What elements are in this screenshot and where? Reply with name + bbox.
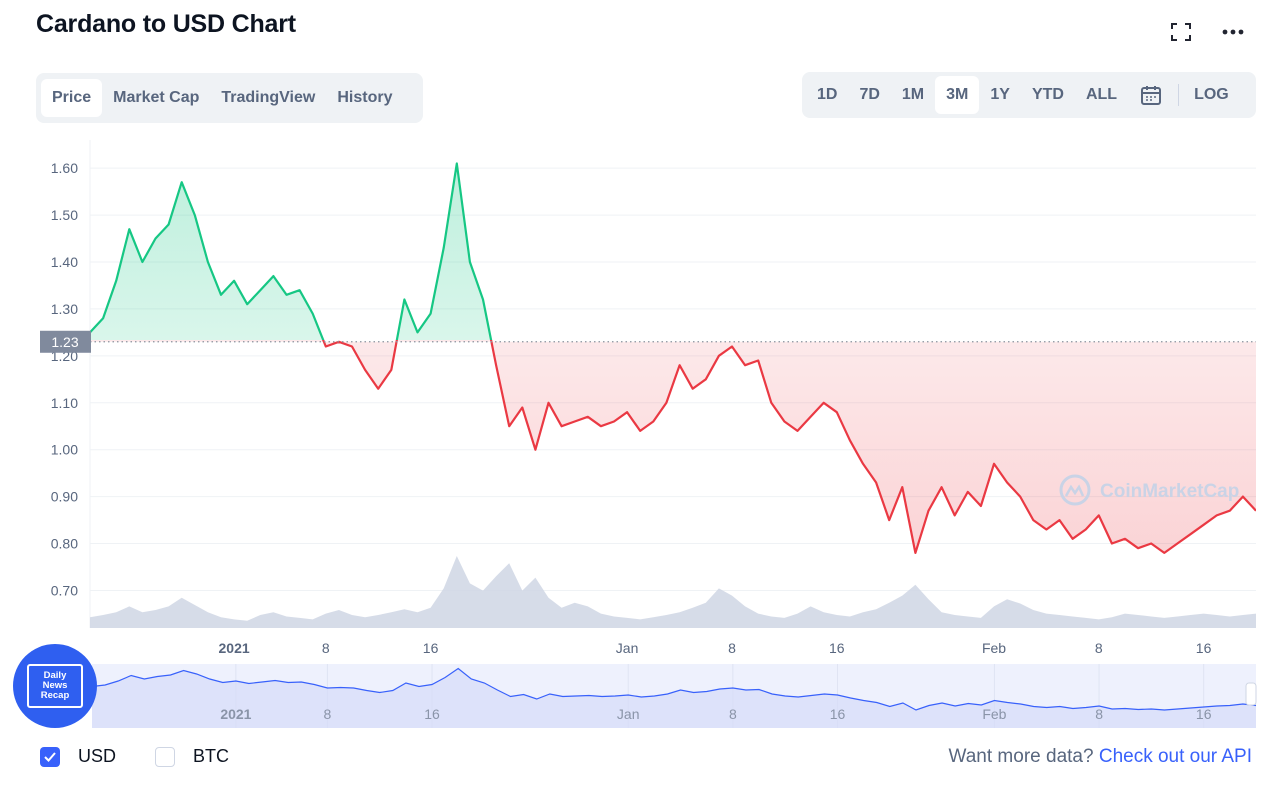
navigator-label: 8: [324, 706, 332, 722]
tab-tradingview[interactable]: TradingView: [221, 89, 316, 106]
y-tick-label: 1.30: [51, 301, 78, 317]
range-1d[interactable]: 1D: [817, 86, 838, 103]
tab-price[interactable]: Price: [41, 79, 103, 117]
chart-type-tabs: Price Market Cap TradingView History: [36, 73, 423, 123]
range-all[interactable]: ALL: [1085, 86, 1118, 103]
navigator[interactable]: 2021 8 16 Jan 8 16 Feb 8 16: [91, 664, 1257, 728]
price-series: [90, 162, 1256, 554]
navigator-label: Feb: [982, 706, 1006, 722]
navigator-label: 2021: [220, 706, 251, 722]
range-1y[interactable]: 1Y: [990, 86, 1010, 103]
x-tick-label: 8: [728, 640, 736, 656]
check-icon: [44, 751, 56, 762]
price-line-up: [90, 162, 493, 340]
btc-label: BTC: [193, 746, 229, 766]
x-axis: 2021 8 16 Jan 8 16 Feb 8 16: [219, 640, 1212, 656]
reference-label: 1.23: [51, 334, 78, 350]
navigator-label: 8: [1095, 706, 1103, 722]
navigator-label: 8: [729, 706, 737, 722]
navigator-label: 16: [1196, 706, 1212, 722]
x-tick-label: 16: [423, 640, 439, 656]
y-tick-label: 1.10: [51, 395, 78, 411]
x-tick-label: 8: [1095, 640, 1103, 656]
range-divider: [1178, 84, 1180, 106]
usd-label: USD: [78, 746, 117, 766]
watermark-text: CoinMarketCap: [1100, 481, 1239, 502]
calendar-icon[interactable]: [1128, 76, 1174, 114]
badge-line-2: News: [42, 680, 68, 691]
price-line-down: [322, 340, 1256, 554]
badge-line-1: Daily: [43, 670, 67, 681]
log-toggle[interactable]: LOG: [1194, 86, 1229, 103]
x-tick-label: 16: [1196, 640, 1212, 656]
daily-news-recap-badge: Daily News Recap: [13, 644, 97, 728]
tab-market-cap[interactable]: Market Cap: [113, 89, 200, 106]
page-title: Cardano to USD Chart: [36, 10, 296, 38]
range-3m[interactable]: 3M: [935, 76, 980, 114]
y-axis: 0.700.800.901.001.101.201.301.401.501.60: [51, 160, 78, 598]
range-ytd[interactable]: YTD: [1031, 86, 1064, 103]
range-7d[interactable]: 7D: [859, 86, 880, 103]
watermark: CoinMarketCap: [1059, 474, 1239, 506]
api-link[interactable]: Check out our API: [1098, 746, 1252, 767]
area-below-reference: [90, 340, 1256, 553]
api-prefix: Want more data?: [948, 746, 1094, 767]
volume-bars: [90, 556, 1256, 628]
x-tick-label: Jan: [616, 640, 639, 656]
navigator-area: [92, 668, 1256, 728]
y-tick-label: 0.90: [51, 489, 78, 505]
btc-checkbox[interactable]: [155, 746, 175, 767]
usd-toggle[interactable]: USD: [40, 746, 116, 767]
y-tick-label: 1.00: [51, 442, 78, 458]
y-tick-label: 1.40: [51, 254, 78, 270]
usd-checkbox[interactable]: [40, 746, 60, 767]
navigator-label: 16: [424, 706, 440, 722]
time-range-selector: 1D 7D 1M 3M 1Y YTD ALL LOG: [802, 72, 1256, 118]
api-promo: Want more data? Check out our API: [949, 746, 1252, 768]
reference-label-box: [40, 330, 91, 353]
y-tick-label: 0.80: [51, 536, 78, 552]
navigator-line: [91, 667, 1257, 711]
coinmarketcap-logo-icon: [1059, 474, 1091, 506]
navigator-label: Jan: [617, 706, 640, 722]
x-tick-label: 2021: [219, 640, 250, 656]
navigator-handle[interactable]: [1245, 682, 1257, 706]
y-tick-label: 1.50: [51, 207, 78, 223]
x-tick-label: 16: [829, 640, 845, 656]
badge-line-3: Recap: [40, 690, 70, 701]
navigator-label: 16: [830, 706, 846, 722]
reference-line: 1.23: [40, 330, 1256, 353]
y-tick-label: 1.60: [51, 160, 78, 176]
btc-toggle[interactable]: BTC: [155, 746, 229, 767]
range-1m[interactable]: 1M: [901, 86, 925, 103]
tab-history[interactable]: History: [337, 89, 393, 106]
more-dots-icon[interactable]: [1222, 28, 1244, 36]
volume-area: [90, 556, 1256, 628]
x-tick-label: 8: [322, 640, 330, 656]
expand-icon[interactable]: [1170, 22, 1192, 42]
price-chart[interactable]: 0.700.800.901.001.101.201.301.401.501.60…: [0, 0, 1280, 740]
y-tick-label: 0.70: [51, 582, 78, 598]
area-above-reference: [90, 163, 492, 340]
x-tick-label: Feb: [982, 640, 1006, 656]
